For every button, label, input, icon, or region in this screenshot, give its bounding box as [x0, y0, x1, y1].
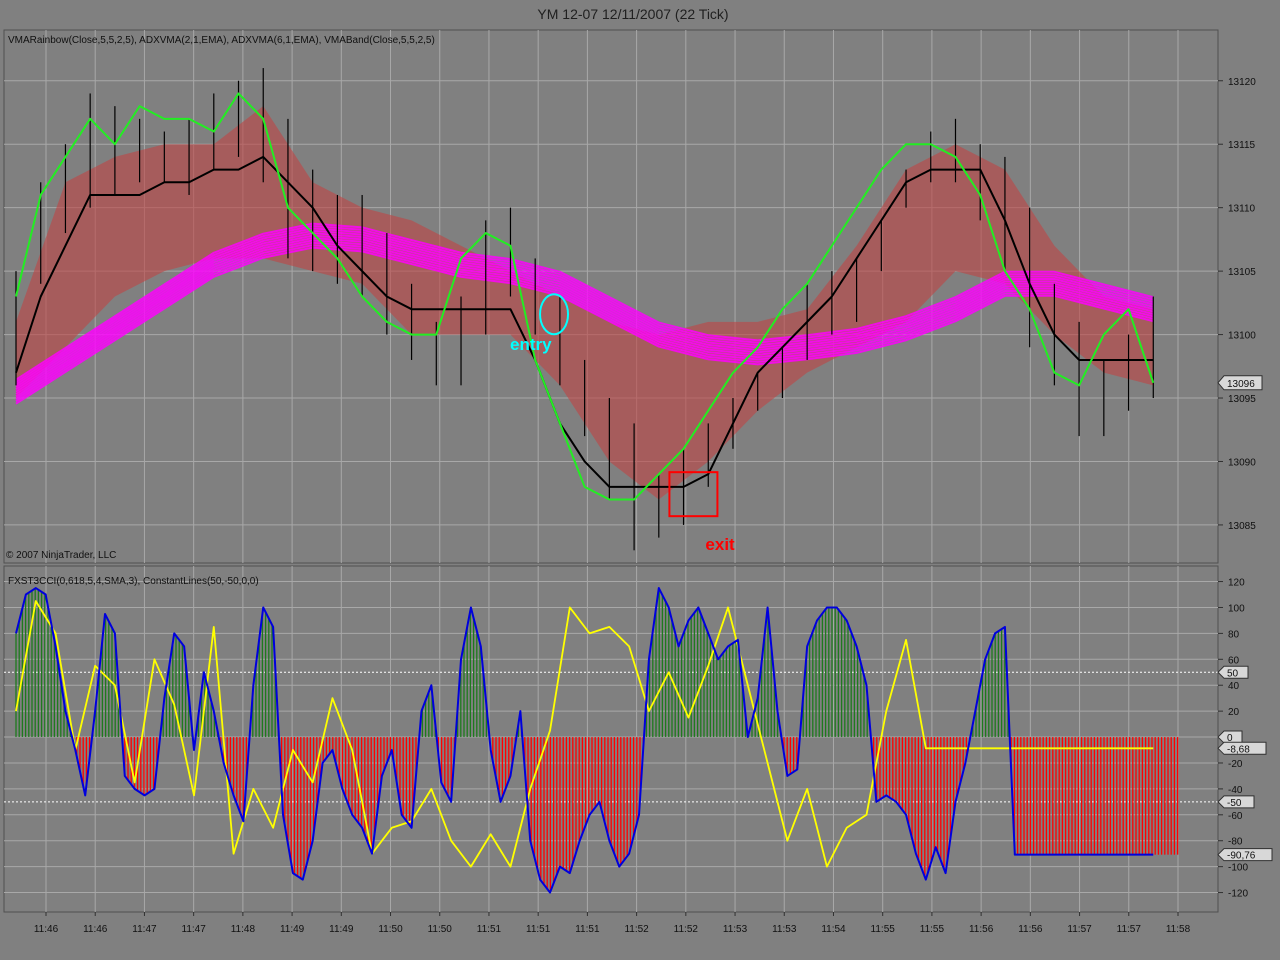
osc-tick-label: 20 [1228, 707, 1240, 718]
osc-value-label: -90,76 [1227, 851, 1256, 862]
time-axis: 11:46 11:46 11:47 11:47 11:48 11:49 11:49 11:50… [34, 912, 1191, 935]
time-tick-label: 11:48 [231, 924, 256, 935]
adxvma-lines [15, 92, 1155, 501]
chart-title: YM 12-07 12/11/2007 (22 Tick) [537, 6, 728, 22]
time-tick-label: 11:57 [1067, 924, 1092, 935]
price-indicator-label: VMARainbow(Close,5,5,2,5), ADXVMA(2,1,EM… [8, 35, 435, 46]
price-tick-label: 13090 [1228, 457, 1256, 468]
osc-tick-label: 100 [1228, 603, 1245, 614]
osc-value-marker [1217, 665, 1249, 679]
time-tick-label: 11:52 [674, 924, 699, 935]
vma-rainbow [15, 222, 1154, 405]
osc-tick-label: 80 [1228, 629, 1240, 640]
osc-tick-label: 120 [1228, 578, 1245, 589]
price-panel-frame [3, 29, 1219, 564]
osc-tick-label: -40 [1228, 785, 1243, 796]
vma-rainbow-line [15, 232, 1154, 391]
oscillator-panel: 120100806040200-20-40-60-80-100-120500-8… [3, 565, 1273, 913]
price-axis: 13085 13090 13095 13100 13105 13110 13115 13120… [1217, 77, 1263, 532]
time-tick-label: 11:50 [378, 924, 403, 935]
vma-rainbow-line [15, 227, 1154, 386]
osc-value-label: -8,68 [1227, 744, 1250, 755]
exit-marker [668, 471, 719, 518]
time-tick-label: 11:55 [920, 924, 945, 935]
price-tick-label: 13105 [1228, 267, 1256, 278]
time-tick-label: 11:50 [428, 924, 453, 935]
time-tick-label: 11:51 [477, 924, 502, 935]
price-tick-label: 13100 [1228, 331, 1256, 342]
time-tick-label: 11:52 [624, 924, 649, 935]
oscillator-indicator-label: FXST3CCI(0,618,5,4,SMA,3), ConstantLines… [8, 576, 259, 587]
osc-tick-label: -60 [1228, 811, 1243, 822]
vma-rainbow-line [15, 224, 1154, 383]
osc-value-label: -50 [1227, 798, 1242, 809]
copyright-label: © 2007 NinjaTrader, LLC [6, 550, 116, 561]
time-tick-label: 11:56 [969, 924, 994, 935]
vma-rainbow-line [15, 229, 1154, 388]
osc-tick-label: -100 [1228, 863, 1248, 874]
osc-value-label: 0 [1227, 733, 1233, 744]
time-tick-label: 11:49 [329, 924, 354, 935]
vma-band [16, 106, 1154, 500]
entry-label: entry [510, 335, 552, 354]
cci-line [15, 587, 1154, 894]
time-tick-label: 11:49 [280, 924, 305, 935]
time-tick-label: 11:58 [1166, 924, 1191, 935]
osc-value-marker [1217, 795, 1255, 809]
osc-tick-label: -20 [1228, 759, 1243, 770]
price-tick-label: 13115 [1228, 140, 1256, 151]
vma-rainbow-line [15, 236, 1154, 395]
adxvma-fast-line [15, 92, 1155, 501]
price-panel: 13085 13090 13095 13100 13105 13110 13115 13120… [3, 29, 1263, 564]
time-tick-label: 11:57 [1117, 924, 1142, 935]
exit-label: exit [705, 535, 735, 554]
osc-value-marker [1217, 730, 1243, 744]
price-tick-label: 13110 [1228, 204, 1256, 215]
time-tick-label: 11:46 [83, 924, 108, 935]
vma-rainbow-line [15, 241, 1154, 400]
trade-annotations: entry exit [510, 293, 735, 554]
osc-tick-label: -80 [1228, 837, 1243, 848]
price-tick-label: 13120 [1228, 77, 1256, 88]
vma-rainbow-line [15, 222, 1154, 381]
osc-value-marker [1217, 848, 1273, 862]
osc-value-marker [1217, 741, 1267, 755]
time-tick-label: 11:53 [723, 924, 748, 935]
time-tick-label: 11:51 [575, 924, 600, 935]
cci-lines [15, 587, 1154, 894]
price-tick-label: 13085 [1228, 521, 1256, 532]
time-tick-label: 11:47 [182, 924, 207, 935]
osc-value-label: 50 [1227, 668, 1239, 679]
time-tick-label: 11:56 [1018, 924, 1043, 935]
oscillator-axis: 120100806040200-20-40-60-80-100-120500-8… [1217, 578, 1273, 900]
time-tick-label: 11:46 [34, 924, 59, 935]
time-tick-label: 11:53 [772, 924, 797, 935]
vma-rainbow-line [15, 246, 1154, 405]
time-tick-label: 11:47 [132, 924, 157, 935]
cci-histogram [15, 588, 1179, 892]
osc-tick-label: 40 [1228, 681, 1240, 692]
entry-marker [539, 293, 570, 336]
osc-tick-label: -120 [1228, 889, 1248, 900]
vma-rainbow-line [15, 244, 1154, 403]
last-price-marker [1217, 375, 1263, 391]
oscillator-panel-frame [3, 565, 1219, 913]
vma-rainbow-line [15, 234, 1154, 393]
osc-tick-label: 60 [1228, 655, 1240, 666]
last-price-label: 13096 [1227, 379, 1255, 390]
vma-band-area [16, 106, 1154, 500]
vma-rainbow-line [15, 239, 1154, 398]
price-tick-label: 13095 [1228, 394, 1256, 405]
time-tick-label: 11:51 [526, 924, 551, 935]
time-tick-label: 11:54 [821, 924, 846, 935]
time-tick-label: 11:55 [871, 924, 896, 935]
